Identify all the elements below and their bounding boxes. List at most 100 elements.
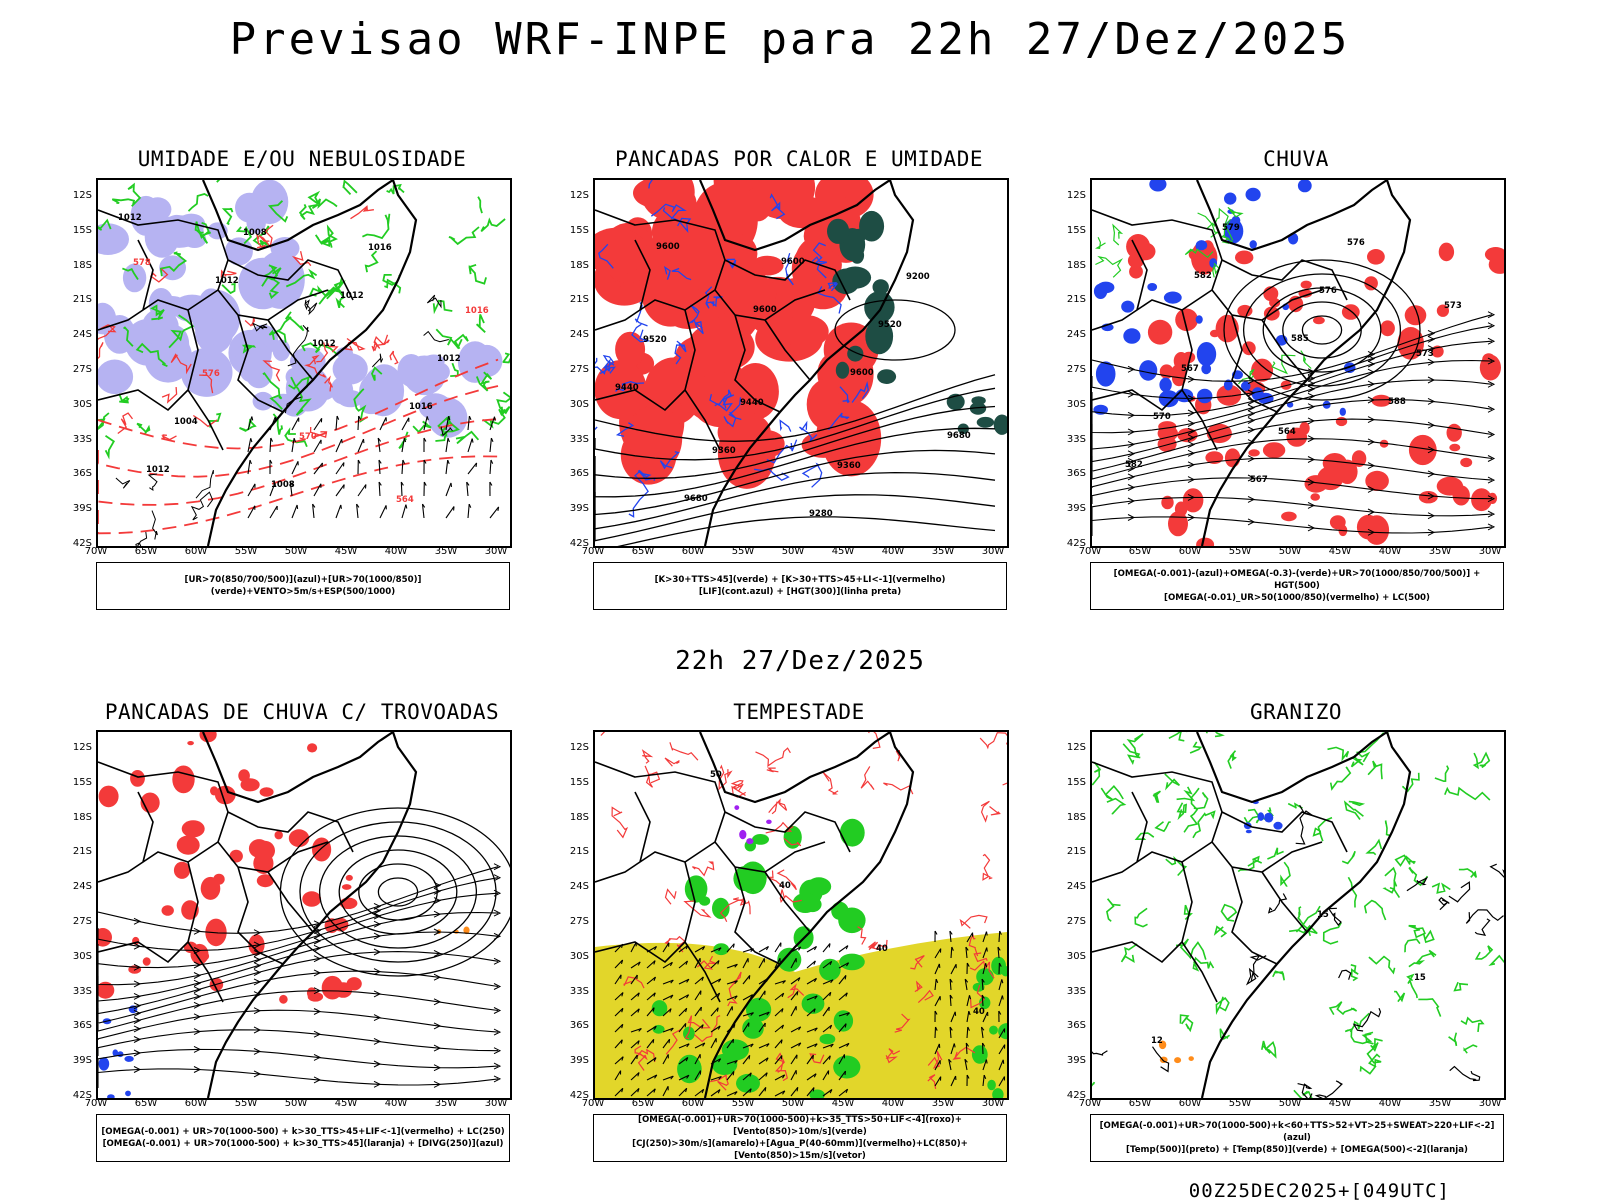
contour-label: 9600 <box>753 305 777 315</box>
green-temp850-contour-line <box>1107 799 1124 815</box>
contour-label: 12 <box>1151 1036 1163 1046</box>
thickness-red-contour-line <box>98 342 103 361</box>
blue-omega-area-cell <box>1164 292 1182 304</box>
green-temp850-contour-line <box>1368 761 1382 779</box>
green-wind850-cell <box>833 1056 860 1079</box>
green-temp850-contour-line <box>1455 982 1468 990</box>
blue-hail-cells-cell <box>1258 812 1265 821</box>
lat-tick-label: 21S <box>1056 294 1086 305</box>
lat-tick-label: 36S <box>559 1020 589 1031</box>
hgt300-contour-line <box>595 517 995 546</box>
black-temp500-contour-line <box>1475 919 1490 935</box>
red-rain-area-cell <box>1357 515 1380 540</box>
wind-vector-head <box>813 1055 814 1059</box>
green-wind850-east-cell <box>976 968 994 985</box>
lat-tick-label: 33S <box>559 434 589 445</box>
orange-omega-cells-cell <box>1189 1056 1194 1061</box>
green-temp850-contour-line <box>1409 950 1436 966</box>
blue-divergence-cell <box>99 1057 110 1070</box>
red-rain-area-cell <box>1367 249 1385 265</box>
pressure-contour-line <box>305 300 317 314</box>
wind-vector <box>468 504 469 518</box>
green-temp850-contour-line <box>1491 956 1504 965</box>
blue-omega-area-cell <box>1197 389 1212 404</box>
legend-line: [UR>70(850/700/500)](azul)+[UR>70(1000/8… <box>97 574 509 598</box>
blue-hail-cells-cell <box>1246 830 1252 834</box>
green-temp850-contour-line <box>1474 753 1489 768</box>
wind-vector <box>402 460 403 474</box>
red-rain-area-cell <box>1313 317 1325 325</box>
red-pwat-contour-line <box>692 862 713 875</box>
blue-humidity-area-cell <box>251 180 288 224</box>
blue-humidity-area-cell <box>98 360 133 395</box>
red-storm-cell-cell <box>279 995 288 1004</box>
lon-tick-label: 30W <box>1475 546 1505 557</box>
green-wind850-cell <box>784 826 802 849</box>
black-temp500-contour-line <box>1466 910 1503 924</box>
green-temp850-contour-line <box>1324 923 1342 944</box>
red-pwat-contour-line <box>823 772 838 794</box>
wind-vector-head <box>669 1039 670 1043</box>
blue-omega-area-cell <box>1147 283 1157 291</box>
contour-label: 9520 <box>643 335 667 345</box>
contour-label: 582 <box>1194 271 1212 281</box>
red-storm-cell-cell <box>238 769 250 782</box>
green-temp850-contour-line <box>1165 774 1180 788</box>
lat-tick-label: 18S <box>1056 812 1086 823</box>
red-rain-area-cell <box>1263 442 1285 458</box>
contour-label: 15 <box>1317 910 1329 920</box>
red-pwat-contour-line <box>961 915 987 928</box>
wind-vector <box>314 418 322 430</box>
lon-tick-label: 65W <box>628 546 658 557</box>
lc250-streamline <box>98 864 500 1088</box>
lat-tick-label: 21S <box>1056 846 1086 857</box>
lon-tick-label: 60W <box>678 1098 708 1109</box>
lon-tick-label: 35W <box>1425 1098 1455 1109</box>
red-rain-area-cell <box>1480 355 1501 381</box>
red-pwat-contour-line <box>990 807 1000 815</box>
lon-tick-label: 30W <box>481 1098 511 1109</box>
contour-label: 567 <box>1181 364 1199 374</box>
green-temp850-contour-line <box>1459 869 1476 877</box>
lat-tick-label: 15S <box>1056 777 1086 788</box>
green-wind850-cell <box>839 954 865 971</box>
green-temp850-contour-line <box>1215 927 1226 937</box>
wind-vector-head <box>1002 996 1003 1000</box>
red-rain-area-cell <box>1225 448 1240 467</box>
contour-label: 40 <box>973 1007 985 1017</box>
blue-divergence <box>99 1005 138 1098</box>
red-pwat-contour-line <box>666 890 677 905</box>
red-rain-area-cell <box>1168 511 1188 536</box>
lat-tick-label: 18S <box>62 812 92 823</box>
middle-timestamp: 22h 27/Dez/2025 <box>0 646 1600 676</box>
red-pwat-contour-line <box>981 801 989 821</box>
legend-line: [CJ(250)>30m/s](amarelo)+[Agua_P(40-60mm… <box>594 1138 1006 1162</box>
green-humidity-contour-line <box>481 219 505 231</box>
orange-omega-cells <box>1159 1041 1194 1064</box>
teal-instability-area-cell <box>839 267 871 289</box>
lon-tick-label: 55W <box>728 1098 758 1109</box>
wind-vector-head <box>451 483 452 487</box>
lon-tick-label: 50W <box>1275 1098 1305 1109</box>
green-humidity-contour-line <box>470 265 487 284</box>
lon-tick-label: 70W <box>578 546 608 557</box>
green-temp850-contour-line <box>1222 905 1237 921</box>
green-humidity-contour-line <box>504 353 511 362</box>
green-temp850-contour-line <box>1180 1015 1192 1030</box>
black-temp500-contour <box>1092 805 1504 1098</box>
wind-vector-head <box>250 460 251 464</box>
red-storm-cell-cell <box>312 838 331 862</box>
wind-vector-head <box>251 438 252 442</box>
lat-tick-label: 36S <box>62 1020 92 1031</box>
lon-tick-label: 35W <box>928 1098 958 1109</box>
wind-vector-head <box>986 1060 987 1064</box>
red-pwat-contour-line <box>601 732 612 736</box>
panel-title: PANCADAS DE CHUVA C/ TROVOADAS <box>96 700 508 724</box>
contour-label: 588 <box>1388 397 1406 407</box>
contour-label: 40 <box>779 881 791 891</box>
contour-label: 582 <box>1125 460 1143 470</box>
red-rain-area-cell <box>1242 341 1256 355</box>
teal-instability-area-cell <box>847 346 863 362</box>
wind-vector <box>446 438 448 452</box>
